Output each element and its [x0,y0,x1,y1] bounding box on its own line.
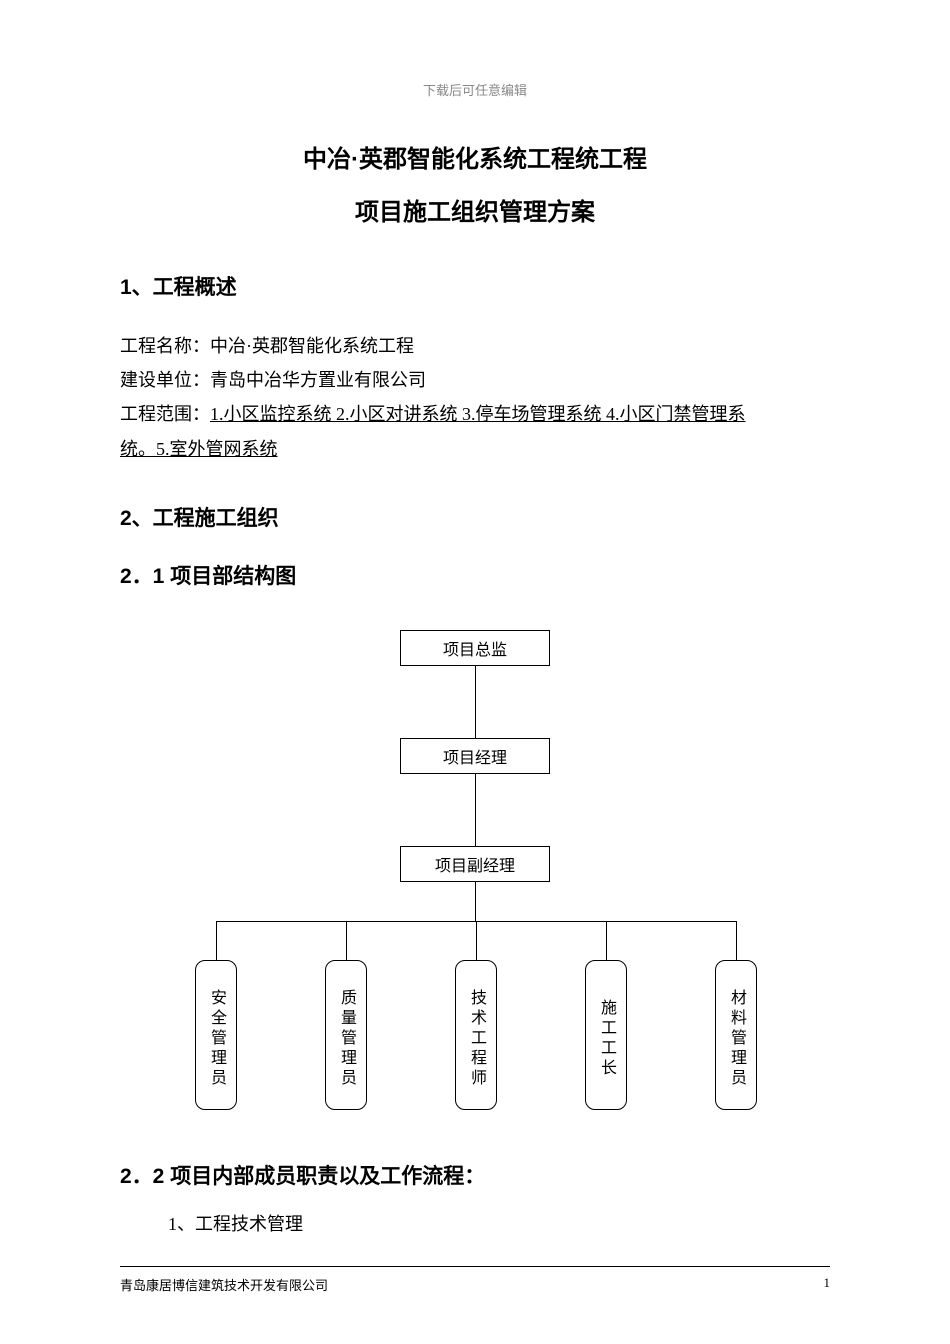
org-node-director: 项目总监 [400,630,550,666]
org-node-material: 材料管理员 [715,960,757,1110]
project-name-value: 中冶·英郡智能化系统工程 [210,336,414,356]
builder-row: 建设单位：青岛中冶华方置业有限公司 [120,363,830,397]
org-node-manager: 项目经理 [400,738,550,774]
section-1-heading: 1、工程概述 [120,271,830,301]
org-node-tech: 技术工程师 [455,960,497,1110]
section-2-2-heading: 2．2 项目内部成员职责以及工作流程： [120,1160,830,1190]
scope-value-2: 统。5.室外管网系统 [120,439,278,459]
document-title-sub: 项目施工组织管理方案 [120,192,830,227]
org-connector [606,921,607,960]
org-connector [736,921,737,960]
section-2-2-item-1: 1、工程技术管理 [168,1210,830,1236]
org-node-quality: 质量管理员 [325,960,367,1110]
org-chart: 项目总监项目经理项目副经理安全管理员 质量管理员 技术工程师 施工工长 材料管理员 [165,630,785,1130]
section-2-heading: 2、工程施工组织 [120,502,830,532]
scope-row-1: 工程范围：1.小区监控系统 2.小区对讲系统 3.停车场管理系统 4.小区门禁管… [120,397,830,431]
project-name-label: 工程名称： [120,336,210,356]
footer-company: 青岛康居博信建筑技术开发有限公司 [120,1275,328,1294]
org-node-deputy: 项目副经理 [400,846,550,882]
scope-label: 工程范围： [120,404,210,424]
org-node-safety: 安全管理员 [195,960,237,1110]
org-connector [346,921,347,960]
footer-divider [120,1266,830,1267]
org-node-foreman: 施工工长 [585,960,627,1110]
project-name-row: 工程名称：中冶·英郡智能化系统工程 [120,329,830,363]
org-connector [475,774,476,846]
builder-label: 建设单位： [120,370,210,390]
builder-value: 青岛中冶华方置业有限公司 [210,370,426,390]
footer-page-number: 1 [824,1275,831,1294]
section-2-1-heading: 2．1 项目部结构图 [120,560,830,590]
scope-row-2: 统。5.室外管网系统 [120,432,830,466]
org-connector [475,666,476,738]
header-note: 下载后可任意编辑 [120,80,830,99]
scope-value-1: 1.小区监控系统 2.小区对讲系统 3.停车场管理系统 4.小区门禁管理系 [210,404,746,424]
org-connector [216,921,217,960]
document-title-main: 中冶·英郡智能化系统工程统工程 [120,139,830,174]
page-footer: 青岛康居博信建筑技术开发有限公司 1 [120,1266,830,1294]
org-connector [476,921,477,960]
org-connector [475,882,476,921]
